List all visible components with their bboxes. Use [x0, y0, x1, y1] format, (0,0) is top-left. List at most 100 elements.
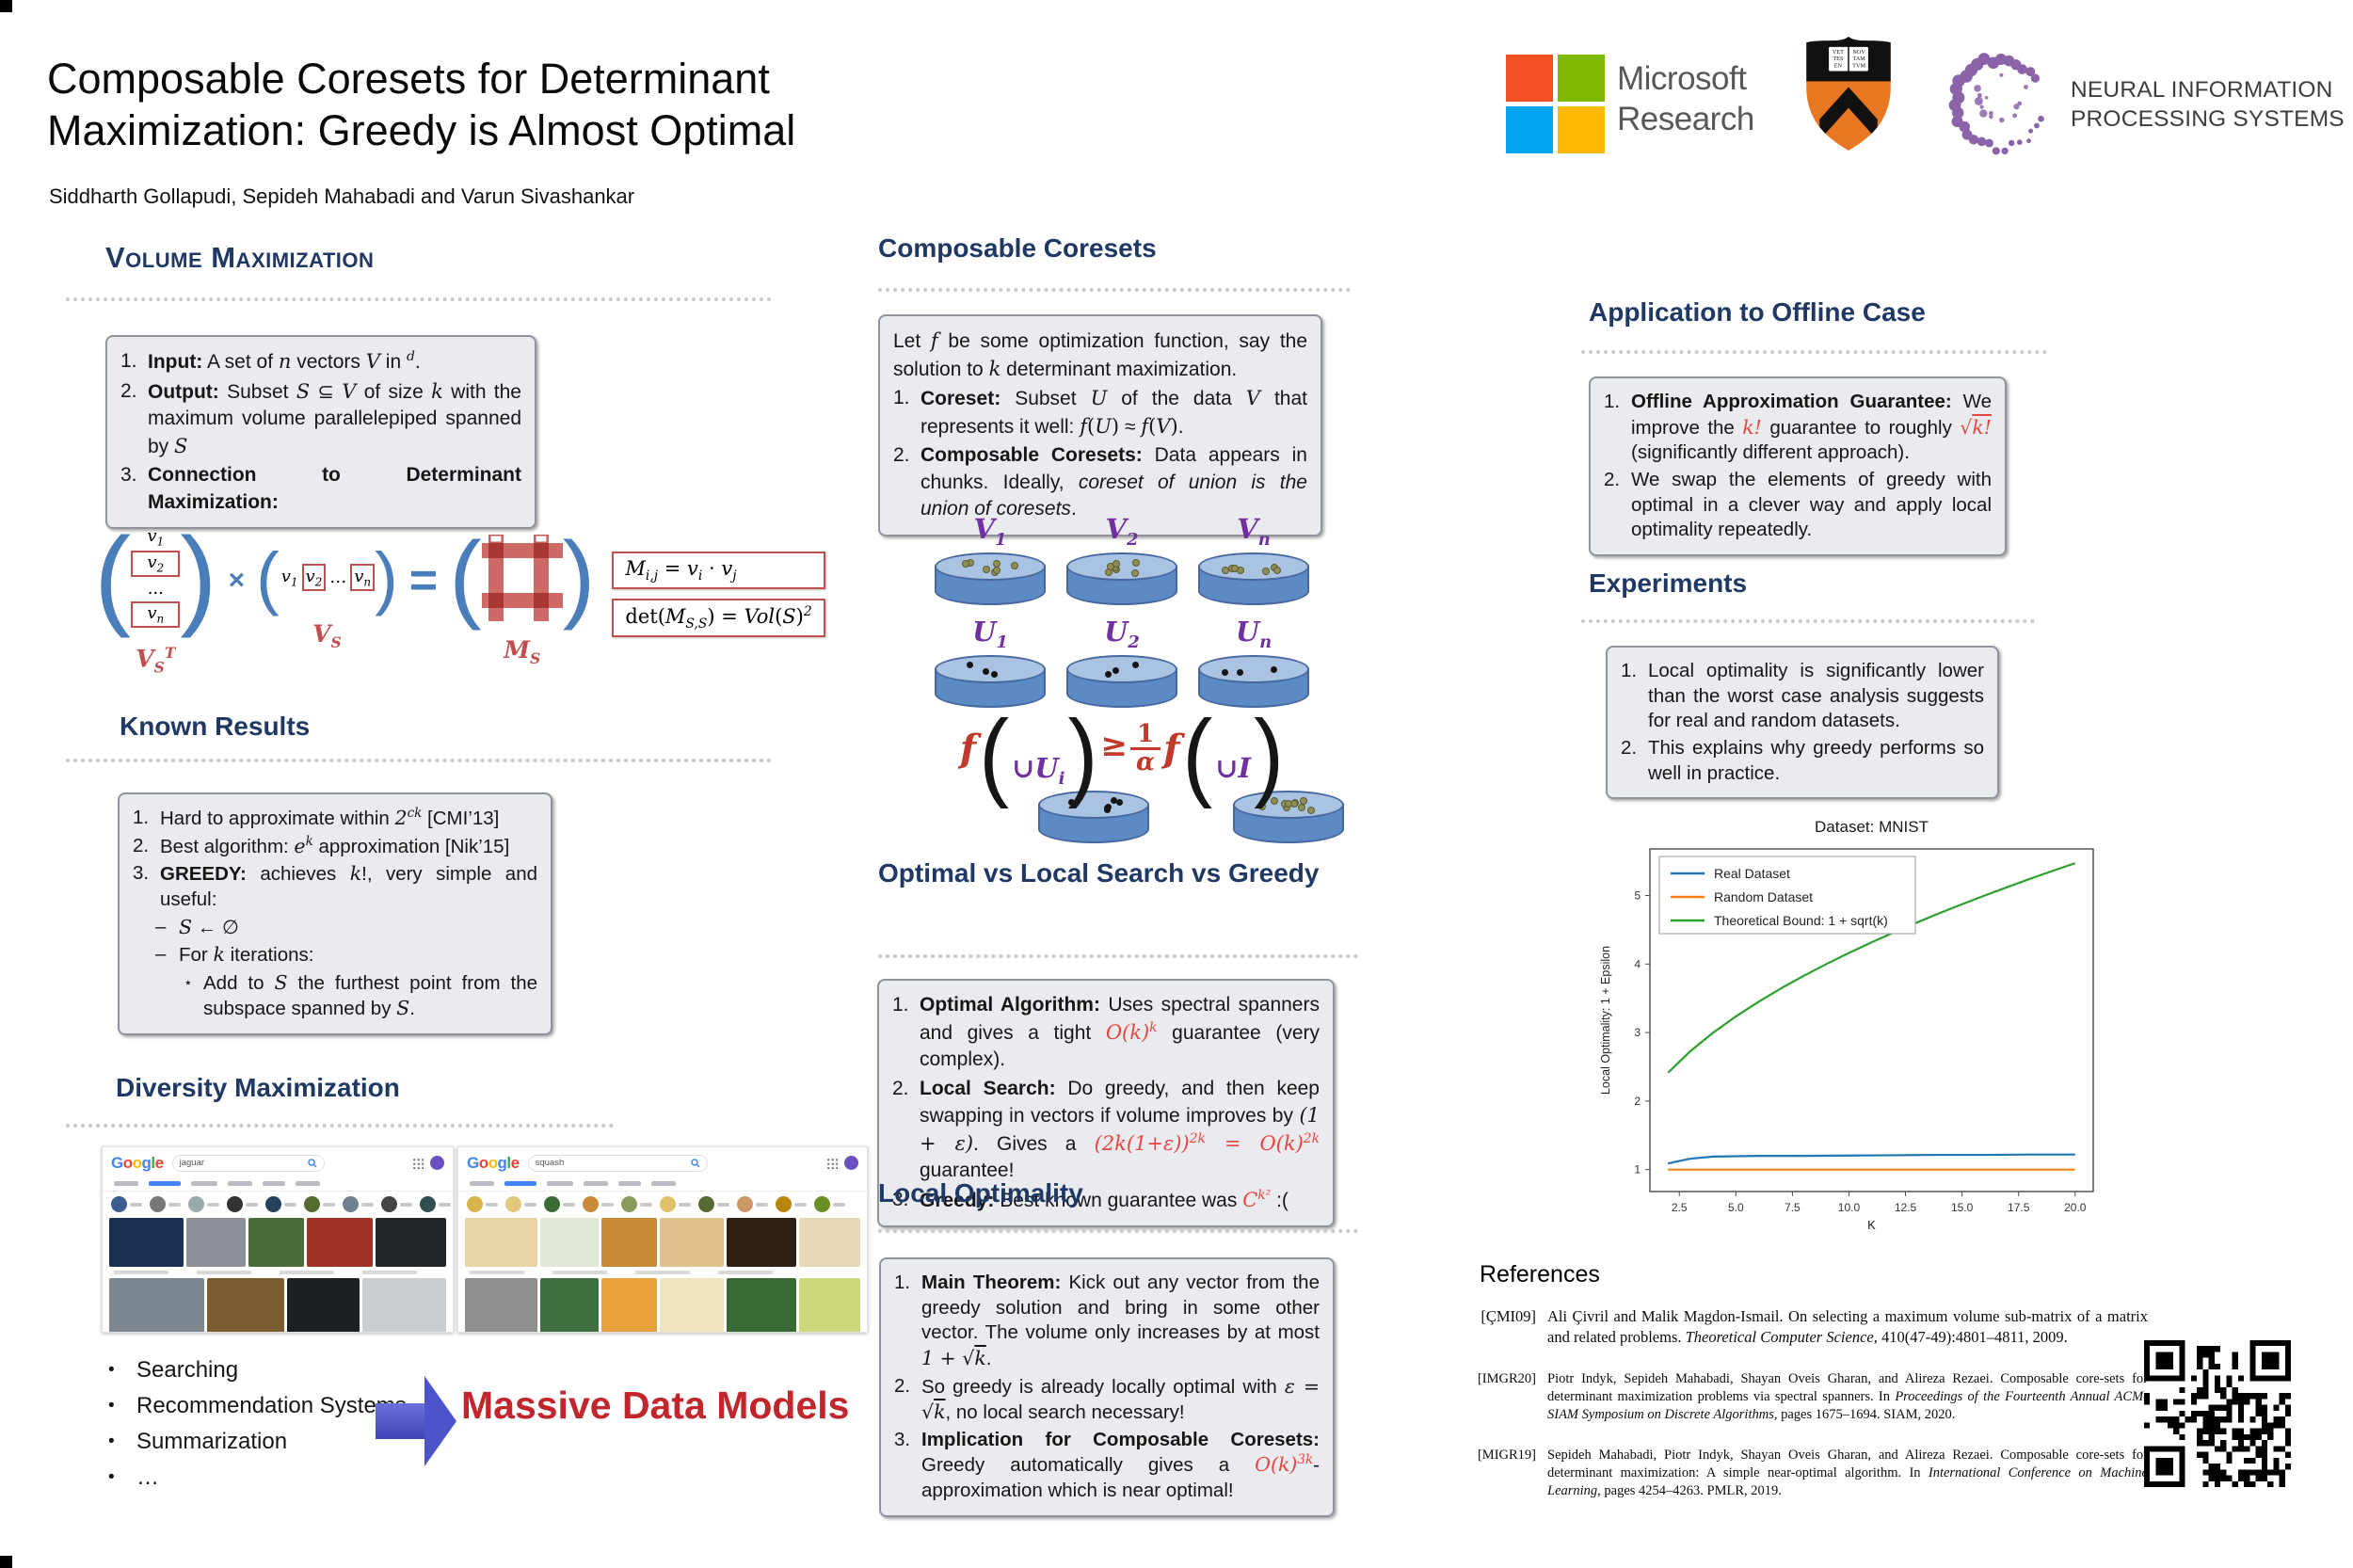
search-tab[interactable] [263, 1181, 285, 1186]
text-run: k! [1972, 415, 1992, 439]
qr-module [2150, 1340, 2156, 1347]
text-run: = [658, 556, 687, 580]
image-thumbnail[interactable] [601, 1218, 657, 1267]
image-thumbnail[interactable] [726, 1218, 797, 1267]
search-tab[interactable] [191, 1181, 217, 1186]
data-point-dot [990, 671, 998, 679]
experiments-box: 1. Local optimality is significantly lowe… [1606, 646, 1999, 800]
image-thumbnail[interactable] [465, 1278, 538, 1332]
search-tab[interactable] [547, 1181, 573, 1186]
apps-grid-icon[interactable] [412, 1157, 424, 1169]
text-run: … [329, 568, 347, 588]
filter-chip[interactable] [111, 1196, 142, 1212]
filter-chip[interactable] [583, 1196, 614, 1212]
image-thumbnail[interactable] [659, 1218, 724, 1267]
image-thumbnail[interactable] [307, 1218, 373, 1267]
image-thumbnail[interactable] [799, 1278, 860, 1332]
qr-module [2173, 1422, 2180, 1429]
image-thumbnail[interactable] [286, 1278, 360, 1332]
filter-chip[interactable] [381, 1196, 412, 1212]
search-tab[interactable] [584, 1181, 608, 1186]
text-run: 2k [1189, 1130, 1206, 1146]
search-tab[interactable] [618, 1181, 641, 1186]
qr-module [2208, 1464, 2215, 1470]
filter-chip[interactable] [265, 1196, 296, 1212]
search-tab[interactable] [296, 1181, 320, 1186]
filter-chip[interactable] [660, 1196, 691, 1212]
search-icon [308, 1158, 317, 1168]
avatar[interactable] [430, 1156, 444, 1170]
filter-chip[interactable] [188, 1196, 219, 1212]
image-thumbnail[interactable] [540, 1278, 600, 1332]
image-thumbnail[interactable] [361, 1278, 446, 1332]
swirl-dot [2013, 104, 2020, 110]
list-item-text: For k iterations: [179, 942, 537, 968]
image-thumbnail[interactable] [726, 1278, 797, 1332]
filter-chip[interactable] [814, 1196, 845, 1212]
image-thumbnail[interactable] [207, 1278, 284, 1332]
search-tab[interactable] [470, 1181, 494, 1186]
text-run: the furthest point from the subspace spa… [203, 971, 537, 1020]
image-thumbnail[interactable] [248, 1218, 305, 1267]
bullet-icon: • [108, 1467, 115, 1487]
filter-chip[interactable] [420, 1196, 451, 1212]
image-thumbnail[interactable] [465, 1218, 538, 1267]
search-tab[interactable] [114, 1181, 138, 1186]
text-run: k [988, 357, 1001, 380]
qr-module [2279, 1475, 2285, 1481]
image-thumbnail[interactable] [659, 1278, 724, 1332]
filter-chip[interactable] [737, 1196, 768, 1212]
coresets-box: Let f be some optimization function, say… [878, 314, 1322, 536]
filter-chip[interactable] [304, 1196, 335, 1212]
image-thumbnail[interactable] [375, 1218, 446, 1267]
apps-grid-icon[interactable] [826, 1157, 838, 1169]
filter-chip[interactable] [505, 1196, 536, 1212]
filter-chip[interactable] [698, 1196, 729, 1212]
text-run: , pages 1675–1694. SIAM, 2020. [1773, 1406, 1956, 1422]
qr-module [2150, 1375, 2156, 1382]
equals-operator: = [408, 552, 439, 608]
search-input[interactable]: squash [527, 1154, 708, 1172]
search-input[interactable]: jaguar [171, 1154, 326, 1172]
reference-label: [IMGR20] [1477, 1370, 1536, 1386]
search-tab[interactable] [149, 1181, 181, 1186]
section-diversity-maximization: Diversity Maximization [116, 1073, 400, 1102]
filter-chip[interactable] [227, 1196, 258, 1212]
image-thumbnail[interactable] [799, 1218, 860, 1267]
search-tab[interactable] [228, 1181, 252, 1186]
image-thumbnail[interactable] [540, 1218, 600, 1267]
image-thumbnail[interactable] [109, 1218, 184, 1267]
neurips-word-2: PROCESSING SYSTEMS [2071, 106, 2345, 132]
filter-chip[interactable] [544, 1196, 575, 1212]
image-thumbnail[interactable] [185, 1218, 246, 1267]
filter-chip[interactable] [150, 1196, 181, 1212]
image-thumbnail[interactable] [109, 1278, 205, 1332]
qr-module [2261, 1393, 2268, 1400]
list-marker: 1. [1604, 391, 1621, 412]
filter-chip[interactable] [343, 1196, 374, 1212]
filter-chip[interactable] [776, 1196, 807, 1212]
qr-module [2161, 1357, 2168, 1364]
qr-module [2179, 1469, 2185, 1476]
qr-module [2220, 1393, 2227, 1400]
qr-module [2220, 1428, 2227, 1434]
offline-box: 1. Offline Approximation Guarantee: We im… [1589, 376, 2007, 556]
neurips-logo-icon [1937, 36, 2069, 177]
princeton-shield-icon: VET TES EN NOV TAM TVM [1803, 34, 1894, 159]
qr-module [2144, 1480, 2151, 1487]
list-item: 1. Optimal Algorithm: Uses spectral spann… [892, 992, 1320, 1074]
filter-chip[interactable] [467, 1196, 498, 1212]
qr-module [2155, 1357, 2162, 1364]
search-tab[interactable] [651, 1181, 676, 1186]
search-tab[interactable] [504, 1181, 536, 1186]
google-logo: Google [111, 1153, 164, 1172]
avatar[interactable] [844, 1156, 858, 1170]
text-run: 3k [1297, 1452, 1314, 1468]
local-optimality-box: 1. Main Theorem: Kick out any vector from… [879, 1257, 1335, 1517]
filter-chip[interactable] [621, 1196, 652, 1212]
dot-product-formula: Mi,j = vi · vj [612, 551, 825, 590]
swirl-dot [2025, 67, 2036, 77]
qr-module [2249, 1369, 2256, 1376]
image-thumbnail[interactable] [601, 1278, 657, 1332]
